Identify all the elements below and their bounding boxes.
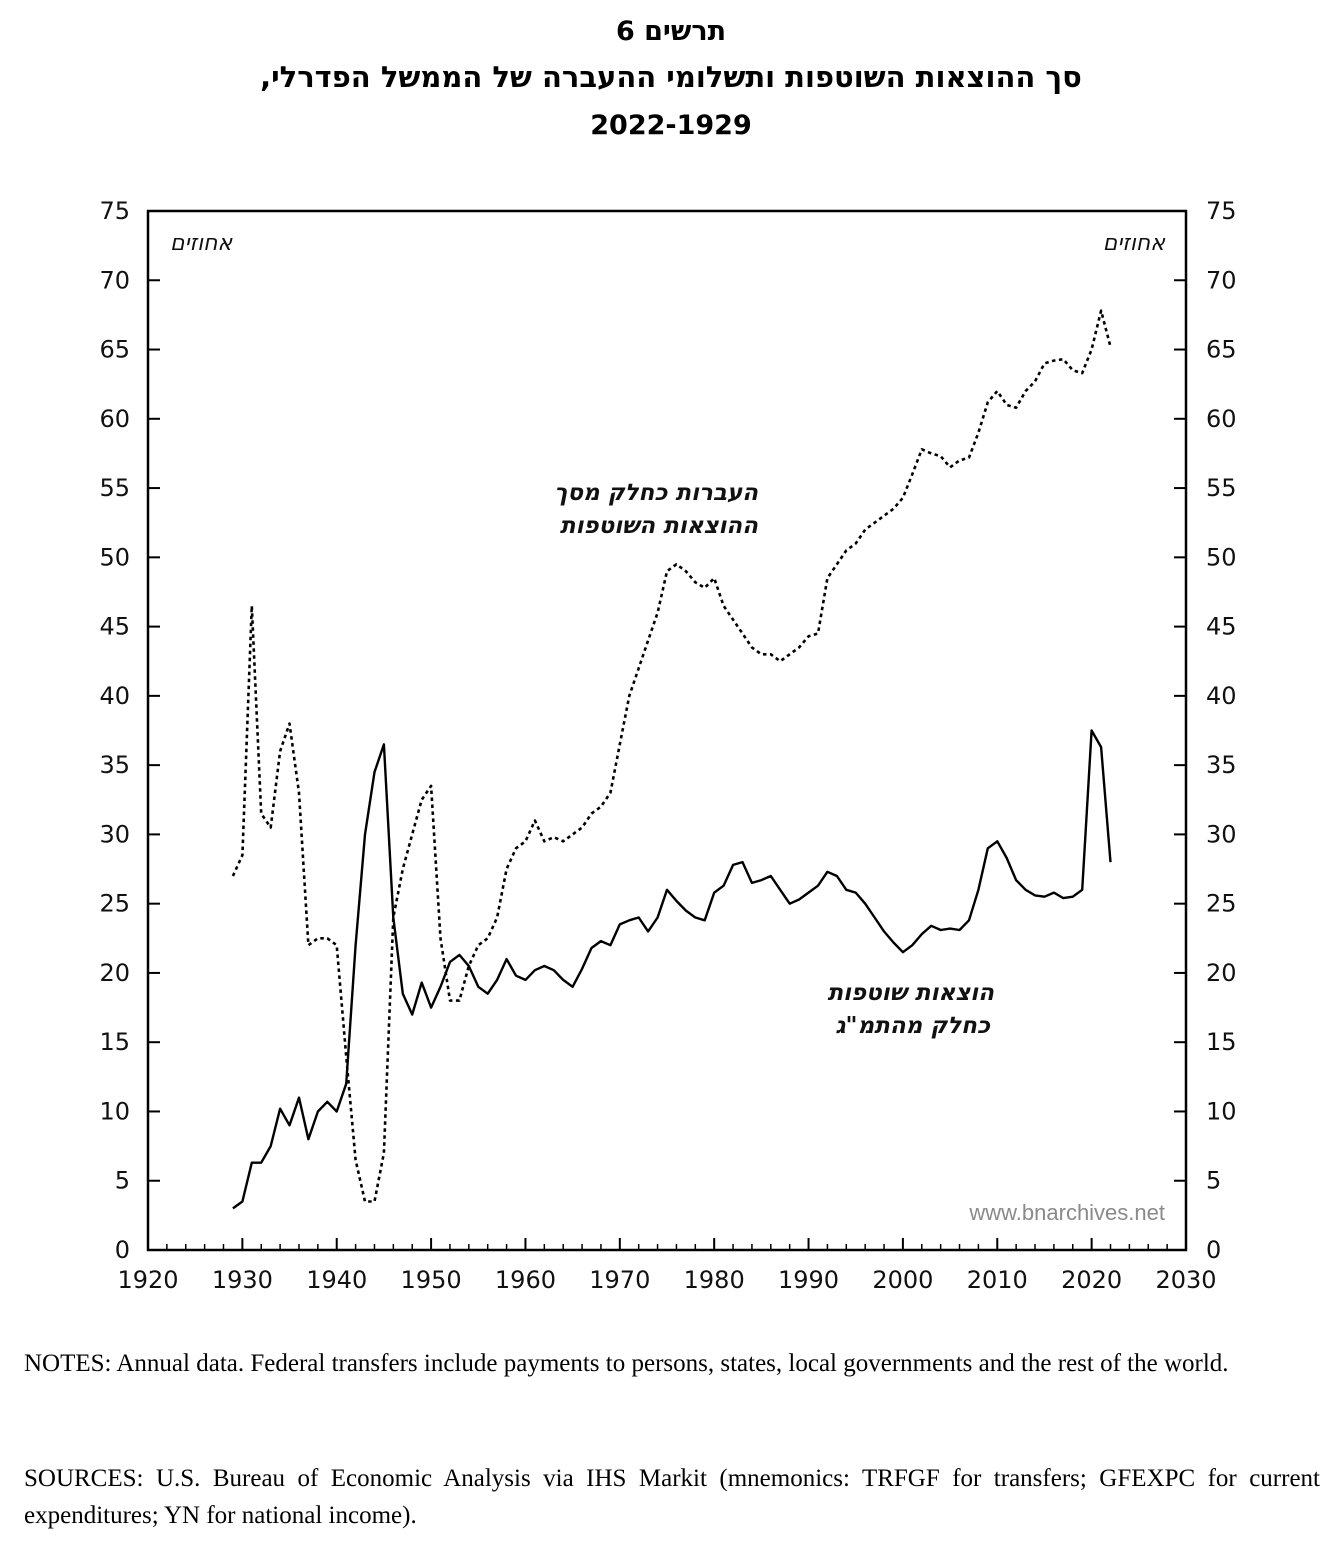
expenditures-series-label-line1: הוצאות שוטפות: [827, 980, 994, 1006]
x-tick-label: 1950: [401, 1266, 462, 1294]
chart-years: 2022-1929: [590, 110, 752, 141]
y-tick-label-right: 0: [1206, 1236, 1221, 1264]
x-tick-label: 1960: [495, 1266, 556, 1294]
y-tick-label-left: 0: [115, 1236, 130, 1264]
y-tick-label-left: 30: [99, 820, 130, 848]
y-tick-label-right: 70: [1206, 266, 1237, 294]
x-tick-label: 2000: [872, 1266, 933, 1294]
y-tick-label-right: 10: [1206, 1097, 1237, 1125]
y-tick-label-left: 5: [115, 1167, 130, 1195]
x-tick-label: 1940: [306, 1266, 367, 1294]
sources-text: SOURCES: U.S. Bureau of Economic Analysi…: [24, 1465, 1320, 1529]
y-tick-label-left: 45: [99, 613, 130, 641]
y-tick-label-left: 60: [99, 405, 130, 433]
line-chart: 1920 1930 1940 1950 1960 1970 1980 1990 2000 2010…: [99, 197, 1236, 1294]
y-tick-label-left: 65: [99, 336, 130, 364]
x-tick-label: 1930: [212, 1266, 273, 1294]
y-tick-label-right: 15: [1206, 1028, 1237, 1056]
y-tick-label-left: 15: [99, 1028, 130, 1056]
expenditures-series-label-line2: כחלק מהתמ"ג: [835, 1013, 991, 1039]
y-tick-label-right: 35: [1206, 751, 1237, 779]
x-tick-label: 1980: [684, 1266, 745, 1294]
y-tick-label-right: 25: [1206, 890, 1237, 918]
x-tick-label: 2020: [1061, 1266, 1122, 1294]
series-lines: [231, 309, 1112, 1210]
figure-label: תרשים 6: [615, 16, 727, 47]
x-tick-label: 2010: [967, 1266, 1028, 1294]
x-tick-label: 1970: [589, 1266, 650, 1294]
y-tick-label-left: 10: [99, 1097, 130, 1125]
y-tick-label-left: 55: [99, 474, 130, 502]
series-line-transfers_share: [231, 309, 1112, 1203]
watermark: www.bnarchives.net: [968, 1200, 1165, 1225]
plot-frame: [146, 209, 1188, 1252]
transfers-series-label-line1: העברות כחלק מסך: [554, 480, 758, 506]
y-tick-label-left: 40: [99, 682, 130, 710]
y-tick-label-left: 25: [99, 890, 130, 918]
y-tick-label-right: 5: [1206, 1167, 1221, 1195]
x-tick-label: 1920: [117, 1266, 178, 1294]
chart-title: סך ההוצאות השוטפות ותשלומי ההעברה של הממ…: [260, 60, 1082, 94]
y-tick-label-left: 75: [99, 197, 130, 225]
y-tick-label-right: 30: [1206, 820, 1237, 848]
x-axis: 1920 1930 1940 1950 1960 1970 1980 1990 2000 2010…: [117, 1238, 1217, 1294]
y-tick-label-right: 60: [1206, 405, 1237, 433]
y-tick-label-left: 50: [99, 543, 130, 571]
left-axis-unit-label: אחוזים: [170, 231, 234, 256]
y-tick-label-right: 50: [1206, 543, 1237, 571]
transfers-series-label-line2: ההוצאות השוטפות: [560, 513, 758, 539]
y-tick-label-right: 40: [1206, 682, 1237, 710]
notes-text: NOTES: Annual data. Federal transfers in…: [24, 1350, 1229, 1377]
y-tick-label-right: 20: [1206, 959, 1237, 987]
y-tick-label-right: 45: [1206, 613, 1237, 641]
y-tick-label-left: 35: [99, 751, 130, 779]
y-tick-label-right: 75: [1206, 197, 1237, 225]
right-axis-unit-label: אחוזים: [1103, 231, 1167, 256]
y-tick-label-right: 65: [1206, 336, 1237, 364]
y-tick-label-left: 70: [99, 266, 130, 294]
x-tick-label: 1990: [778, 1266, 839, 1294]
x-tick-label: 2030: [1155, 1266, 1216, 1294]
y-tick-label-left: 20: [99, 959, 130, 987]
series-line-expenditures_share_gnp: [232, 729, 1112, 1210]
y-tick-label-right: 55: [1206, 474, 1237, 502]
